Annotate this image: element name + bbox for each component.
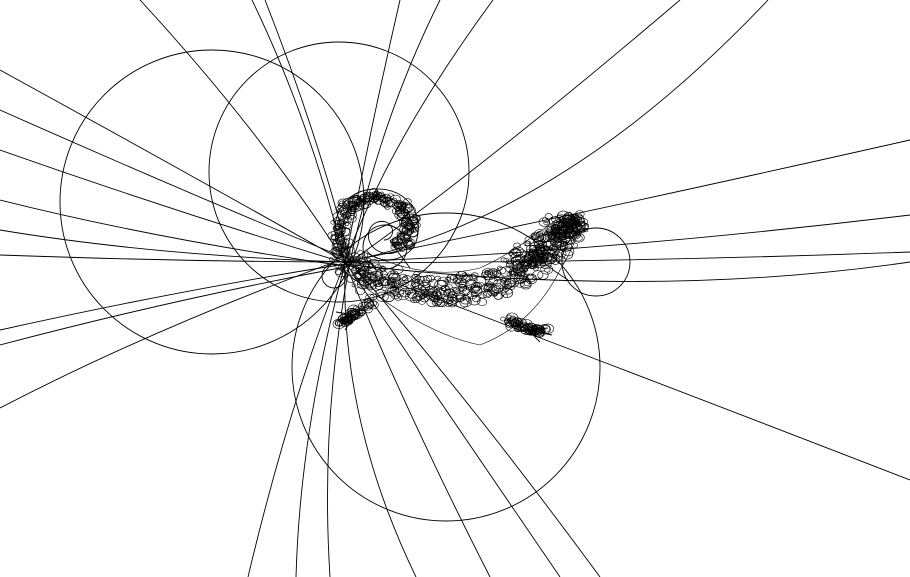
lizard-head-texture: [544, 210, 589, 243]
construction-arc: [0, 254, 351, 263]
lizard-body-outline: [339, 211, 578, 346]
construction-arc: [344, 261, 417, 577]
construction-arc: [0, 263, 346, 331]
construction-arc: [327, 261, 351, 577]
construction-arc: [295, 263, 346, 577]
lizard-tail-curve-outer: [334, 188, 419, 261]
lizard-body: [328, 210, 589, 346]
lizard-tail-texture: [327, 188, 421, 264]
construction-arc: [139, 0, 346, 263]
construction-arc: [0, 199, 346, 267]
construction-arc: [344, 0, 401, 263]
construction-arc: [251, 0, 346, 263]
construction-arc: [0, 149, 343, 263]
construction-arc: [0, 265, 351, 346]
construction-arc: [0, 229, 343, 263]
construction-arc: [0, 259, 341, 409]
lizard-legs: [332, 239, 569, 343]
construction-arc: [0, 109, 346, 259]
construction-arc: [349, 214, 910, 263]
lizard-body-texture: [328, 210, 585, 309]
lizard-back-leg-texture: [500, 312, 554, 338]
construction-arc: [349, 0, 681, 263]
construction-circle: [561, 227, 631, 297]
construction-arc: [0, 69, 346, 263]
construction-arc: [247, 261, 346, 577]
construction-circle: [291, 212, 601, 522]
construction-circle: [208, 41, 470, 303]
lizard-drawing: [327, 188, 589, 346]
construction-arc: [344, 139, 910, 263]
construction-arc: [344, 261, 910, 282]
construction-arc: [344, 0, 494, 263]
construction-arc: [344, 251, 910, 264]
lizard-leg: [389, 239, 411, 269]
lizard-front-leg-texture: [332, 293, 379, 329]
construction-circle: [362, 224, 408, 270]
lizard-tail-spiral: [327, 188, 421, 264]
construction-arc: [344, 261, 491, 577]
lizard-leg: [539, 259, 569, 281]
construction-arc: [349, 0, 441, 263]
